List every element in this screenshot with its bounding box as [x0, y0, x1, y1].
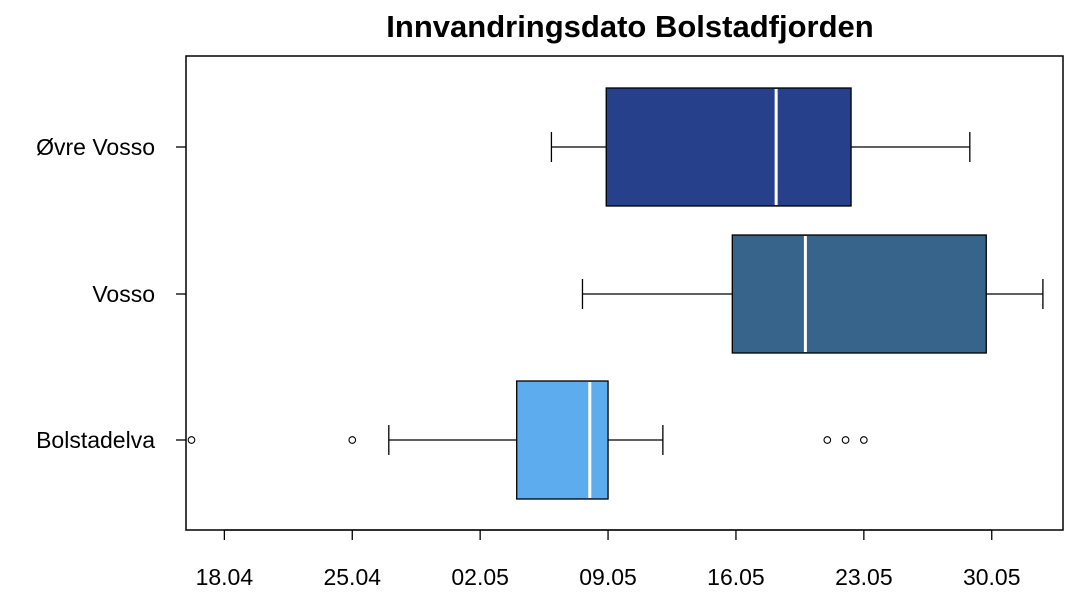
x-tick-label: 02.05	[451, 564, 509, 590]
outlier-bolstadelva	[187, 436, 196, 444]
chart-title: Innvandringsdato Bolstadfjorden	[386, 9, 873, 44]
x-tick-label: 09.05	[579, 564, 637, 590]
y-category-label: Øvre Vosso	[36, 134, 155, 160]
outlier-bolstadelva	[841, 436, 850, 444]
box-ovre-vosso	[550, 87, 971, 207]
y-axis: Øvre Vosso Vosso Bolstadelva	[36, 134, 186, 453]
y-category-label: Vosso	[92, 281, 155, 307]
x-tick-label: 25.04	[323, 564, 381, 590]
x-tick-label: 16.05	[707, 564, 765, 590]
x-axis: 18.04 25.04 02.05 09.05 16.05 23.05 30.05	[196, 529, 1021, 590]
outlier-bolstadelva	[823, 436, 832, 444]
outlier-bolstadelva	[348, 436, 357, 444]
boxes-layer	[187, 87, 1044, 500]
box-vosso	[581, 234, 1044, 354]
x-tick-label: 23.05	[835, 564, 893, 590]
box-iqr-bolstadelva	[516, 380, 609, 500]
x-tick-label: 30.05	[963, 564, 1021, 590]
box-bolstadelva	[187, 380, 868, 500]
box-iqr-ovre-vosso	[605, 87, 852, 207]
box-iqr-vosso	[731, 234, 987, 354]
outlier-bolstadelva	[859, 436, 868, 444]
x-tick-label: 18.04	[196, 564, 254, 590]
y-category-label: Bolstadelva	[36, 427, 155, 453]
